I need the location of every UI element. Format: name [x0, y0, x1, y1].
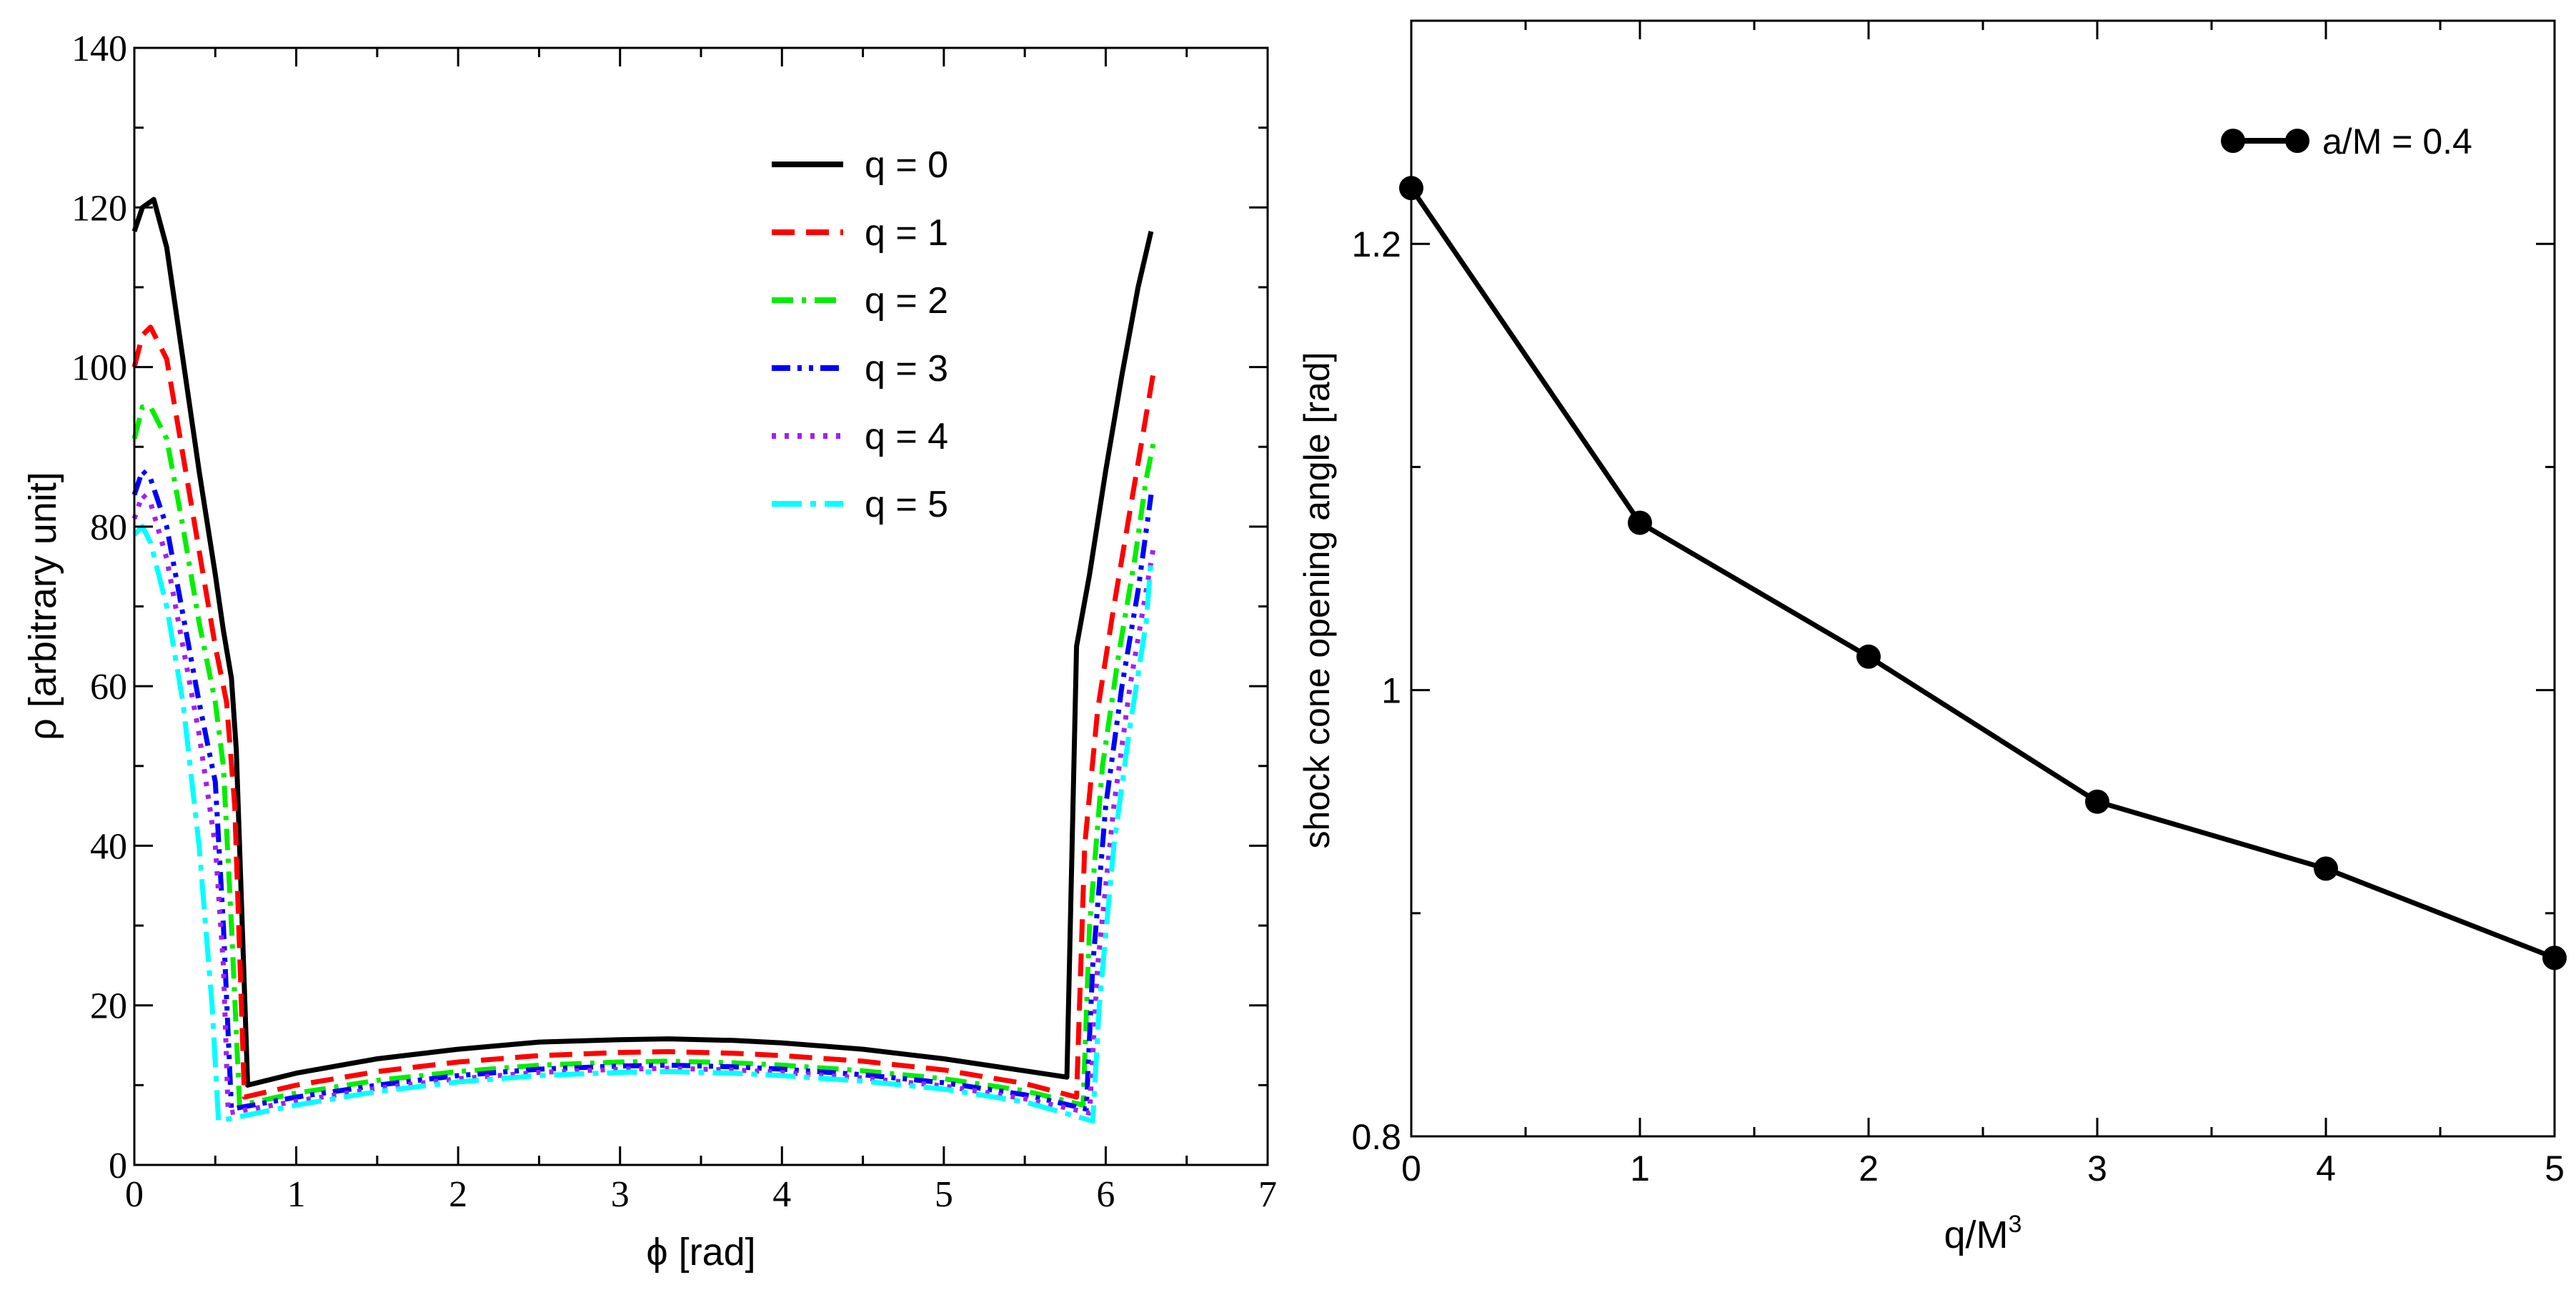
left-xtick-label: 6: [1096, 1174, 1115, 1215]
right-series-line: [1409, 187, 2556, 961]
legend-label-q4: q = 4: [865, 416, 948, 457]
right-xlabel-base: q/M: [1944, 1214, 2009, 1256]
left-xtick-label: 0: [125, 1174, 144, 1215]
right-data-point: [2314, 856, 2338, 881]
right-xtick-label: 3: [2087, 1148, 2107, 1189]
left-series-line-q1: [131, 324, 1157, 1100]
left-xtick-label: 5: [935, 1174, 953, 1215]
left-series-line-q0: [131, 197, 1154, 1088]
left-ytick-label: 140: [71, 29, 127, 69]
right-legend-swatch-marker: [2285, 129, 2309, 153]
left-ytick-label: 60: [90, 667, 127, 708]
left-ytick-label: 0: [109, 1146, 127, 1186]
legend-label-q2: q = 2: [865, 280, 948, 322]
right-legend-swatch-marker: [2221, 129, 2245, 153]
left-series-line-q2: [131, 404, 1157, 1108]
right-xtick-label: 4: [2316, 1148, 2336, 1189]
right-xtick-label: 1: [1630, 1148, 1650, 1189]
right-series-group: [1399, 176, 2567, 971]
left-ytick-label: 80: [90, 507, 127, 548]
right-legend-label: a/M = 0.4: [2322, 121, 2472, 162]
left-xtick-label: 1: [287, 1174, 306, 1215]
left-ytick-label: 20: [90, 986, 127, 1027]
right-axis-ticks: 0 1 2 3 4 5 0.8 1 1.2: [1351, 19, 2565, 1189]
right-xtick-label: 0: [1401, 1148, 1421, 1189]
right-xtick-label: 2: [1859, 1148, 1879, 1189]
right-ytick-label: 1: [1381, 671, 1401, 711]
right-plot-frame: [1410, 19, 2556, 1138]
left-xtick-label: 2: [449, 1174, 467, 1215]
legend-label-q0: q = 0: [865, 144, 948, 186]
right-chart: 0 1 2 3 4 50.811.2 q/M3 shock cone opening an…: [1297, 19, 2567, 1256]
left-legend: q = 0 q = 1 q = 2 q = 3 q = 4 q = 5: [772, 144, 948, 525]
right-ytick-label: 1.2: [1351, 224, 1401, 264]
legend-label-q1: q = 1: [865, 212, 948, 254]
left-series-line-q5: [132, 524, 1154, 1124]
right-data-point: [2085, 789, 2109, 814]
right-legend: a/M = 0.4: [2221, 121, 2472, 162]
left-xtick-label: 7: [1258, 1174, 1277, 1215]
right-ylabel: shock cone opening angle [rad]: [1297, 352, 1337, 849]
right-xlabel: q/M3: [1944, 1211, 2022, 1256]
right-xlabel-sup: 3: [2009, 1211, 2022, 1238]
left-ytick-label: 40: [90, 826, 127, 867]
left-chart: 0 1 2 3 4 5 6 7 0 20 40 60 80 100 120 140 ϕ [rad] ρ [ar…: [21, 29, 1277, 1274]
left-xtick-label: 3: [611, 1174, 630, 1215]
legend-label-q5: q = 5: [865, 484, 948, 525]
right-ytick-label: 0.8: [1351, 1117, 1401, 1157]
left-plot-frame: [133, 46, 1269, 1166]
left-xtick-label: 4: [772, 1174, 791, 1215]
left-ytick-label: 120: [71, 188, 127, 229]
left-series-line-q3: [131, 468, 1154, 1112]
left-series-group: [131, 197, 1157, 1124]
legend-label-q3: q = 3: [865, 348, 948, 390]
left-ylabel: ρ [arbitrary unit]: [21, 472, 64, 740]
left-xlabel: ϕ [rad]: [646, 1231, 755, 1274]
left-ytick-label: 100: [71, 348, 127, 389]
right-data-point: [1856, 644, 1881, 669]
right-xtick-label: 5: [2545, 1148, 2565, 1189]
right-data-point: [1628, 510, 1652, 535]
left-axis-ticks: 0 1 2 3 4 5 6 7 0 20 40 60 80 100 120 140: [71, 29, 1277, 1215]
